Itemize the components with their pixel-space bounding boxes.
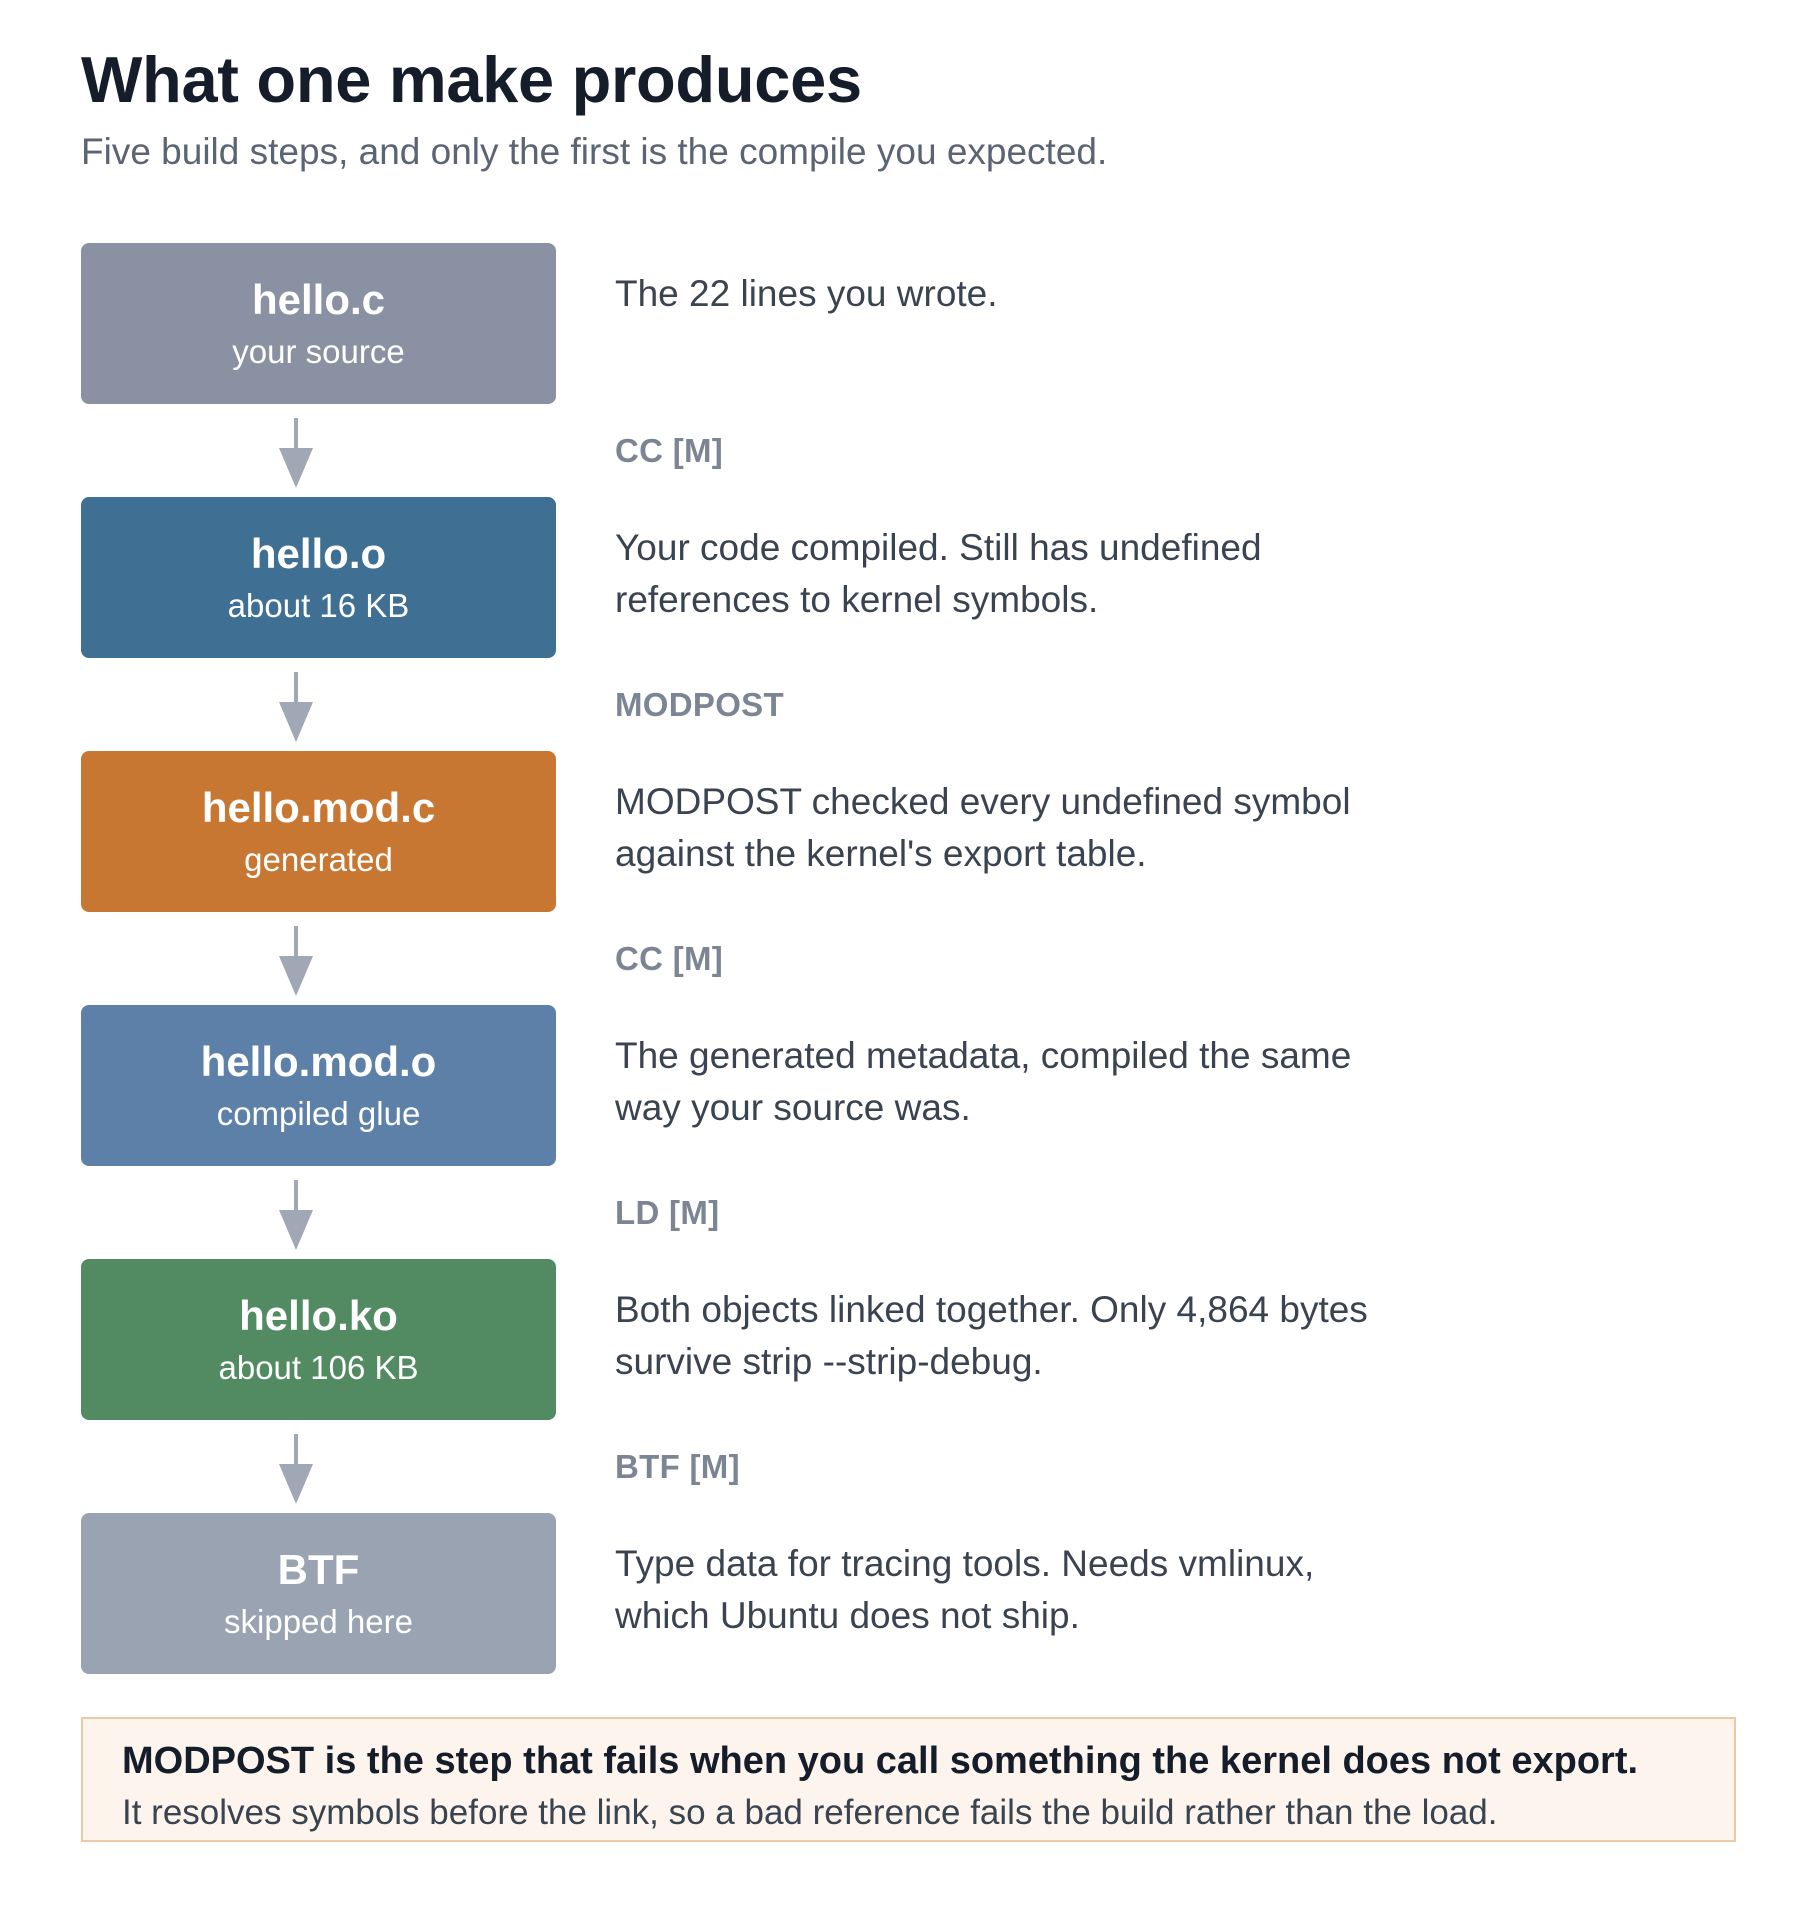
stage-description: Type data for tracing tools. Needs vmlin… <box>615 1543 1315 1636</box>
stage-description: Your code compiled. Still has undefined … <box>615 527 1262 620</box>
stage-description: The generated metadata, compiled the sam… <box>615 1035 1352 1128</box>
step-label-cc: CC [M] <box>615 940 724 977</box>
stage-subtitle: your source <box>232 332 405 370</box>
stage-name: BTF <box>277 1545 360 1593</box>
stage-box-btf: BTF skipped here <box>81 1513 556 1674</box>
stage-box-hello-mod-c: hello.mod.c generated <box>81 751 556 912</box>
stage-box-hello-ko: hello.ko about 106 KB <box>81 1259 556 1420</box>
stage-box-hello-o: hello.o about 16 KB <box>81 497 556 658</box>
stage-box-hello-c: hello.c your source <box>81 243 556 404</box>
stage-description: Both objects linked together. Only 4,864… <box>615 1289 1368 1382</box>
step-label-cc: CC [M] <box>615 432 724 469</box>
stage-subtitle: about 16 KB <box>227 586 410 624</box>
stage-description: The 22 lines you wrote. <box>615 273 998 314</box>
stage-subtitle: generated <box>244 840 393 878</box>
stage-name: hello.o <box>250 529 387 577</box>
stage-box-hello-mod-o: hello.mod.o compiled glue <box>81 1005 556 1166</box>
stage-name: hello.mod.o <box>200 1037 437 1085</box>
callout-box: MODPOST is the step that fails when you … <box>81 1717 1736 1842</box>
stage-description: MODPOST checked every undefined symbol a… <box>615 781 1351 874</box>
stage-name: hello.ko <box>239 1291 398 1339</box>
stage-subtitle: about 106 KB <box>218 1348 419 1386</box>
arrow-down-icon <box>279 418 313 488</box>
stage-subtitle: skipped here <box>224 1602 413 1640</box>
callout-headline: MODPOST is the step that fails when you … <box>122 1740 1639 1782</box>
stage-name: hello.c <box>251 275 386 323</box>
callout-body: It resolves symbols before the link, so … <box>122 1793 1498 1832</box>
arrow-down-icon <box>279 672 313 742</box>
arrow-down-icon <box>279 1180 313 1250</box>
step-label-modpost: MODPOST <box>615 686 784 723</box>
arrow-down-icon <box>279 926 313 996</box>
arrow-down-icon <box>279 1434 313 1504</box>
step-label-btf: BTF [M] <box>615 1448 740 1485</box>
page-subtitle: Five build steps, and only the first is … <box>81 131 1108 172</box>
stage-subtitle: compiled glue <box>216 1094 421 1132</box>
page-title: What one make produces <box>81 43 862 116</box>
stage-name: hello.mod.c <box>201 783 436 831</box>
step-label-ld: LD [M] <box>615 1194 720 1231</box>
